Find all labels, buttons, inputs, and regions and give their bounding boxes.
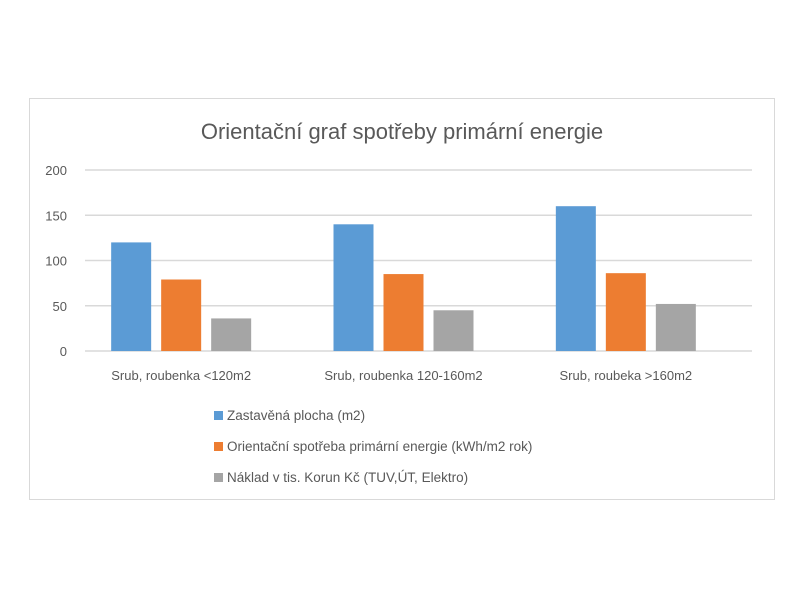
bar xyxy=(161,279,202,351)
legend-item: Náklad v tis. Korun Kč (TUV,ÚT, Elektro) xyxy=(214,462,532,493)
bar xyxy=(111,242,152,351)
y-tick-label: 200 xyxy=(45,163,67,178)
bar xyxy=(383,274,424,351)
legend-item: Orientační spotřeba primární energie (kW… xyxy=(214,431,532,462)
legend-swatch xyxy=(214,473,223,482)
y-tick-label: 50 xyxy=(53,299,67,314)
bar xyxy=(655,303,696,351)
x-tick-label: Srub, roubenka 120-160m2 xyxy=(324,368,482,383)
chart-title: Orientační graf spotřeby primární energi… xyxy=(201,119,603,144)
legend: Zastavěná plocha (m2) Orientační spotřeba… xyxy=(214,400,532,493)
legend-label: Orientační spotřeba primární energie (kW… xyxy=(227,439,533,454)
legend-label: Zastavěná plocha (m2) xyxy=(227,408,366,423)
bar xyxy=(555,206,596,351)
chart-frame xyxy=(29,98,775,500)
y-tick-label: 0 xyxy=(60,344,67,359)
x-tick-label: Srub, roubenka <120m2 xyxy=(111,368,251,383)
legend-item: Zastavěná plocha (m2) xyxy=(214,400,532,431)
bar xyxy=(333,224,374,351)
legend-swatch xyxy=(214,411,223,420)
x-tick-label: Srub, roubeka >160m2 xyxy=(560,368,693,383)
legend-swatch xyxy=(214,442,223,451)
legend-label: Náklad v tis. Korun Kč (TUV,ÚT, Elektro) xyxy=(227,470,469,485)
bar xyxy=(605,273,646,351)
bar xyxy=(211,318,252,351)
y-tick-label: 150 xyxy=(45,208,67,223)
y-tick-label: 100 xyxy=(45,254,67,269)
bar xyxy=(433,310,474,351)
